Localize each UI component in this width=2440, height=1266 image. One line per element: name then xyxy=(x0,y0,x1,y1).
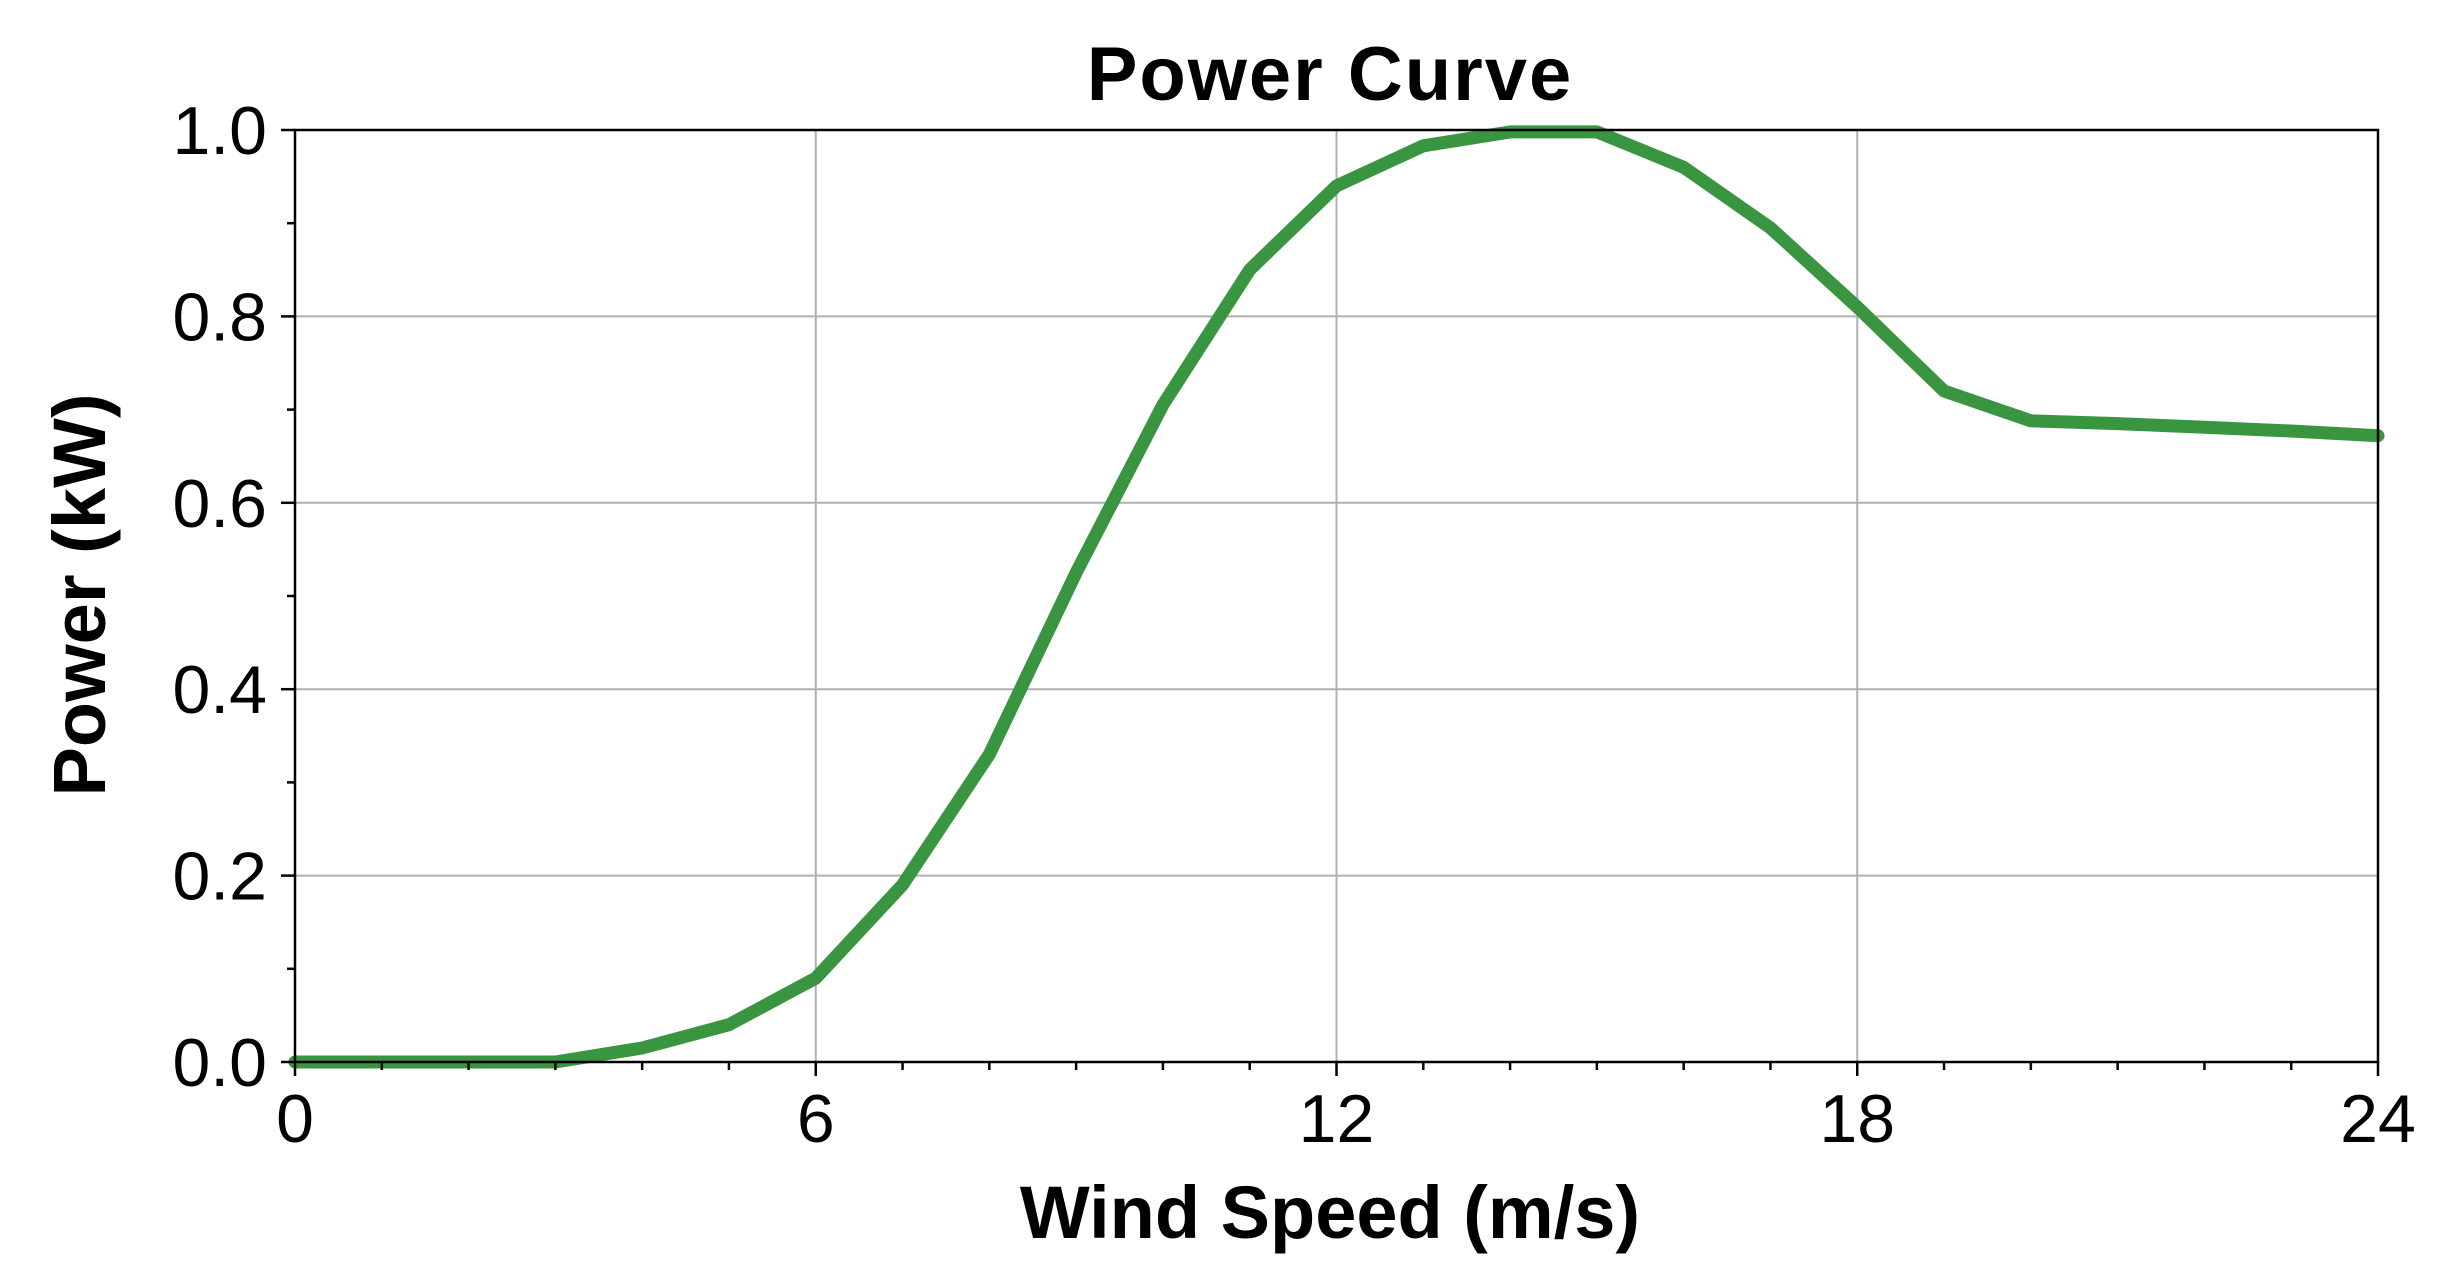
y-tick-label-3: 0.6 xyxy=(172,466,267,542)
data-point-0-21 xyxy=(2117,423,2119,425)
data-point-0-4 xyxy=(641,1047,643,1049)
y-tick-label-4: 0.8 xyxy=(172,279,267,355)
data-point-0-8 xyxy=(988,753,990,755)
data-point-0-15 xyxy=(1596,131,1598,133)
data-point-0-14 xyxy=(1509,131,1511,133)
y-tick-label-5: 1.0 xyxy=(172,93,267,169)
x-tick-label-1: 6 xyxy=(797,1081,835,1157)
chart-title: Power Curve xyxy=(1087,32,1574,117)
data-point-0-11 xyxy=(1249,269,1251,271)
grid-lines xyxy=(295,130,2378,1062)
x-axis-label: Wind Speed (m/s) xyxy=(1020,1171,1640,1254)
data-point-0-22 xyxy=(2203,426,2205,428)
data-point-0-16 xyxy=(1683,166,1685,168)
data-point-0-7 xyxy=(902,884,904,886)
data-point-0-17 xyxy=(1769,227,1771,229)
y-tick-label-2: 0.4 xyxy=(172,652,267,728)
data-point-0-10 xyxy=(1162,404,1164,406)
y-tick-label-1: 0.2 xyxy=(172,839,267,915)
data-point-0-18 xyxy=(1856,306,1858,308)
data-point-0-9 xyxy=(1075,572,1077,574)
data-point-0-23 xyxy=(2290,430,2292,432)
x-tick-label-0: 0 xyxy=(276,1081,314,1157)
data-point-0-5 xyxy=(728,1024,730,1026)
y-axis-label: Power (kW) xyxy=(38,394,121,797)
y-tick-label-0: 0.0 xyxy=(172,1025,267,1101)
data-point-0-6 xyxy=(815,977,817,979)
x-tick-label-3: 18 xyxy=(1819,1081,1895,1157)
axes xyxy=(281,128,2380,1076)
tick-labels: 0.0 0.2 0.4 0.6 0.8 1.0 0 6 12 18 24 xyxy=(172,93,2415,1157)
x-tick-label-2: 12 xyxy=(1299,1081,1375,1157)
x-tick-label-4: 24 xyxy=(2340,1081,2416,1157)
data-point-0-13 xyxy=(1422,145,1424,147)
data-point-0-12 xyxy=(1336,185,1337,187)
data-point-0-19 xyxy=(1943,390,1945,392)
data-point-0-20 xyxy=(2030,420,2032,422)
